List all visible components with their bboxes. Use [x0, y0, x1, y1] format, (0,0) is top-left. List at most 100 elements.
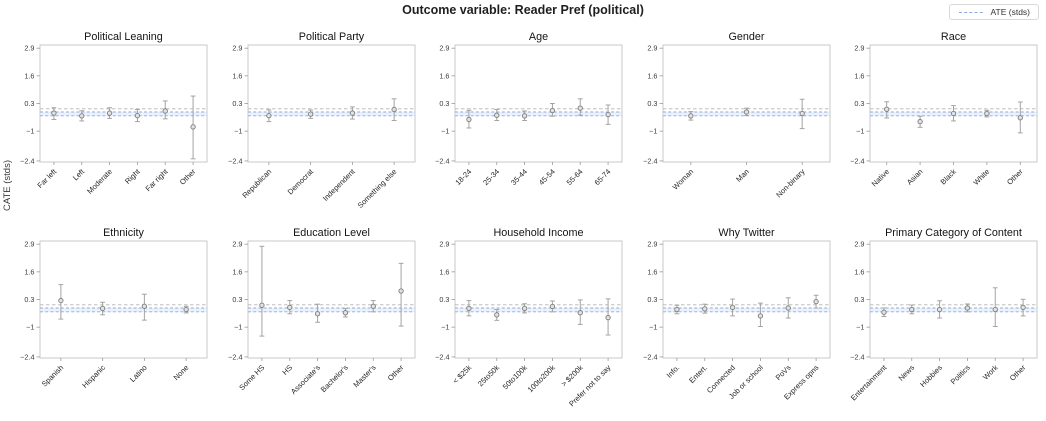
data-point [757, 313, 763, 319]
subplot-title: Race [941, 31, 966, 43]
x-tick-label: Independent [320, 166, 357, 203]
y-tick-label: 2.9 [647, 240, 657, 249]
y-tick-label: −1 [26, 127, 34, 136]
data-point [785, 305, 791, 311]
subplot-title: Why Twitter [718, 227, 775, 239]
subplot-title: Education Level [293, 227, 370, 239]
plot-area [454, 44, 623, 163]
x-tick-label: 65-74 [593, 167, 613, 187]
y-tick-label: −2.4 [435, 156, 449, 165]
y-tick-label: 0.3 [854, 295, 864, 304]
data-point [307, 111, 313, 117]
y-tick-label: −2.4 [20, 156, 34, 165]
subplot-title: Political Party [298, 31, 364, 43]
y-tick-label: −2.4 [20, 352, 34, 361]
data-point [577, 310, 583, 316]
x-tick-label: Black [939, 167, 959, 187]
data-point [673, 306, 680, 313]
x-tick-label: Hispanic [80, 363, 107, 390]
x-tick-label: Asian [905, 167, 925, 187]
y-tick-label: 1.6 [647, 71, 657, 80]
plot-area [39, 240, 208, 359]
x-tick-label: 35-44 [509, 167, 529, 187]
x-tick-label: Hobbies [918, 363, 944, 389]
legend-label: ATE (stds) [990, 7, 1030, 17]
data-point [99, 305, 106, 312]
subplot-political-party: Political Party 2.9 1.6 0.3 −1 −2.4 Republican… [228, 31, 415, 210]
data-point [1017, 115, 1023, 121]
x-tick-label: Republican [240, 167, 273, 200]
y-tick-label: 2.9 [232, 44, 242, 53]
y-tick-label: 1.6 [232, 267, 242, 276]
ate-band [870, 308, 1037, 312]
x-tick-label: < $25k [451, 363, 474, 386]
y-tick-label: −1 [649, 323, 657, 332]
subplot-title: Ethnicity [103, 227, 144, 239]
figure-title: Outcome variable: Reader Pref (political… [402, 3, 644, 17]
subplot-title: Political Leaning [84, 31, 163, 43]
data-point [605, 314, 611, 321]
data-point [79, 113, 85, 119]
plot-area [662, 240, 830, 359]
y-tick-label: −2.4 [435, 352, 449, 361]
data-point [106, 110, 113, 116]
plot-area [39, 44, 208, 163]
data-point [881, 309, 887, 315]
x-tick-label: Something else [355, 167, 398, 210]
legend-dash-icon [959, 11, 984, 13]
x-tick-label: HS [280, 363, 294, 377]
data-point [397, 288, 404, 294]
data-point [183, 306, 189, 313]
data-point [687, 113, 693, 119]
x-tick-label: 55-64 [565, 167, 585, 187]
subplot-ethnicity: Ethnicity 2.9 1.6 0.3 −1 −2.4 Spanish Hispanic L… [20, 227, 208, 390]
x-tick-label: Entertainment [849, 362, 889, 402]
data-point [984, 110, 990, 117]
data-point [1020, 304, 1026, 311]
y-tick-label: 1.6 [439, 267, 449, 276]
subplot-education-level: Education Level 2.9 1.6 0.3 −1 −2.4 Some HS HSA… [228, 227, 415, 396]
y-tick-label: 0.3 [232, 99, 242, 108]
data-point [701, 306, 707, 312]
x-tick-label: None [171, 363, 190, 382]
y-tick-label: −2.4 [228, 352, 242, 361]
x-tick-label: Non-binary [774, 167, 806, 199]
plot-area [247, 44, 415, 163]
y-tick-label: 1.6 [439, 71, 449, 80]
y-tick-label: 1.6 [647, 267, 657, 276]
subplot-title: Age [529, 31, 548, 43]
y-tick-label: 2.9 [24, 240, 34, 249]
plot-area [869, 240, 1038, 359]
subplot-title: Gender [728, 31, 764, 43]
x-tick-label: 45-54 [537, 167, 557, 187]
y-tick-label: 0.3 [24, 99, 34, 108]
y-tick-label: 2.9 [854, 240, 864, 249]
y-tick-label: 1.6 [854, 71, 864, 80]
data-point [370, 303, 376, 309]
y-tick-label: 2.9 [647, 44, 657, 53]
x-tick-label: 25to50k [476, 363, 501, 388]
data-point [390, 106, 397, 113]
subplot-household-income: Household Income 2.9 1.6 0.3 −1 −2.4< $25k 25t… [435, 227, 623, 408]
y-tick-label: −1 [649, 127, 657, 136]
ate-band [40, 112, 207, 116]
y-tick-label: −1 [441, 127, 449, 136]
ate-band [40, 308, 207, 312]
y-tick-label: −2.4 [228, 156, 242, 165]
subplot-title: Household Income [493, 227, 583, 239]
data-point [729, 304, 735, 311]
ate-band [455, 308, 622, 312]
x-tick-label: News [897, 363, 917, 383]
data-point [466, 116, 472, 123]
data-point [917, 118, 923, 125]
plot-area [662, 44, 830, 163]
data-point [258, 302, 265, 308]
ate-band [662, 308, 830, 312]
y-tick-label: 0.3 [647, 99, 657, 108]
x-tick-label: Woman [670, 167, 695, 192]
x-tick-label: Other [1008, 363, 1028, 383]
data-point [549, 107, 556, 114]
ate-band [247, 308, 415, 312]
